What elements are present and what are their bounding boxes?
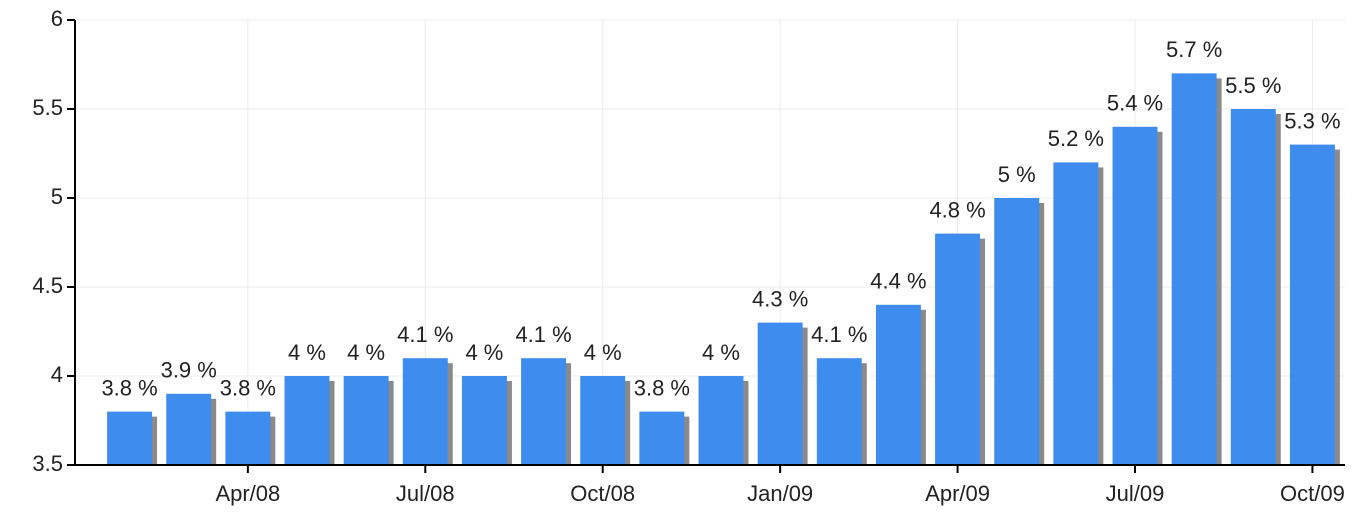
y-tick-label: 4.5 — [32, 273, 63, 298]
bar — [284, 376, 330, 465]
value-label: 5.4 % — [1107, 91, 1163, 116]
x-tick-label: Oct/09 — [1280, 481, 1345, 506]
bar — [402, 358, 448, 465]
bar — [225, 411, 271, 465]
bar — [107, 411, 153, 465]
bar — [1230, 109, 1276, 465]
value-label: 4 % — [465, 340, 503, 365]
value-label: 4 % — [288, 340, 326, 365]
bar — [816, 358, 862, 465]
bar — [521, 358, 567, 465]
x-tick-label: Apr/08 — [215, 481, 280, 506]
value-label: 3.8 % — [634, 375, 690, 400]
y-tick-label: 5.5 — [32, 95, 63, 120]
bar — [994, 198, 1040, 465]
value-label: 4.4 % — [870, 269, 926, 294]
value-label: 5.2 % — [1048, 126, 1104, 151]
bar — [935, 233, 981, 465]
bar — [1289, 144, 1335, 465]
bar — [580, 376, 626, 465]
x-tick-label: Apr/09 — [925, 481, 990, 506]
x-tick-label: Oct/08 — [570, 481, 635, 506]
y-tick-label: 5 — [51, 184, 63, 209]
bar — [1112, 126, 1158, 466]
value-label: 5 % — [998, 162, 1036, 187]
y-tick-label: 6 — [51, 6, 63, 31]
value-label: 3.8 % — [220, 375, 276, 400]
bar — [639, 411, 685, 465]
value-label: 5.3 % — [1284, 108, 1340, 133]
value-label: 5.7 % — [1166, 37, 1222, 62]
value-label: 4.1 % — [515, 322, 571, 347]
bar — [1171, 73, 1217, 466]
value-label: 4 % — [584, 340, 622, 365]
bar — [698, 376, 744, 465]
value-label: 4.1 % — [397, 322, 453, 347]
value-label: 4.8 % — [929, 197, 985, 222]
value-label: 3.9 % — [161, 358, 217, 383]
bar — [875, 304, 921, 465]
x-tick-label: Jul/08 — [396, 481, 455, 506]
value-label: 4 % — [702, 340, 740, 365]
value-label: 4.1 % — [811, 322, 867, 347]
bar — [1053, 162, 1099, 465]
bar — [343, 376, 389, 465]
y-tick-label: 3.5 — [32, 451, 63, 476]
bar — [461, 376, 507, 465]
y-tick-label: 4 — [51, 362, 63, 387]
x-tick-label: Jan/09 — [747, 481, 813, 506]
x-tick-label: Jul/09 — [1106, 481, 1165, 506]
value-label: 3.8 % — [101, 375, 157, 400]
value-label: 5.5 % — [1225, 73, 1281, 98]
value-label: 4.3 % — [752, 286, 808, 311]
value-label: 4 % — [347, 340, 385, 365]
bar — [166, 393, 212, 465]
bar — [757, 322, 803, 465]
